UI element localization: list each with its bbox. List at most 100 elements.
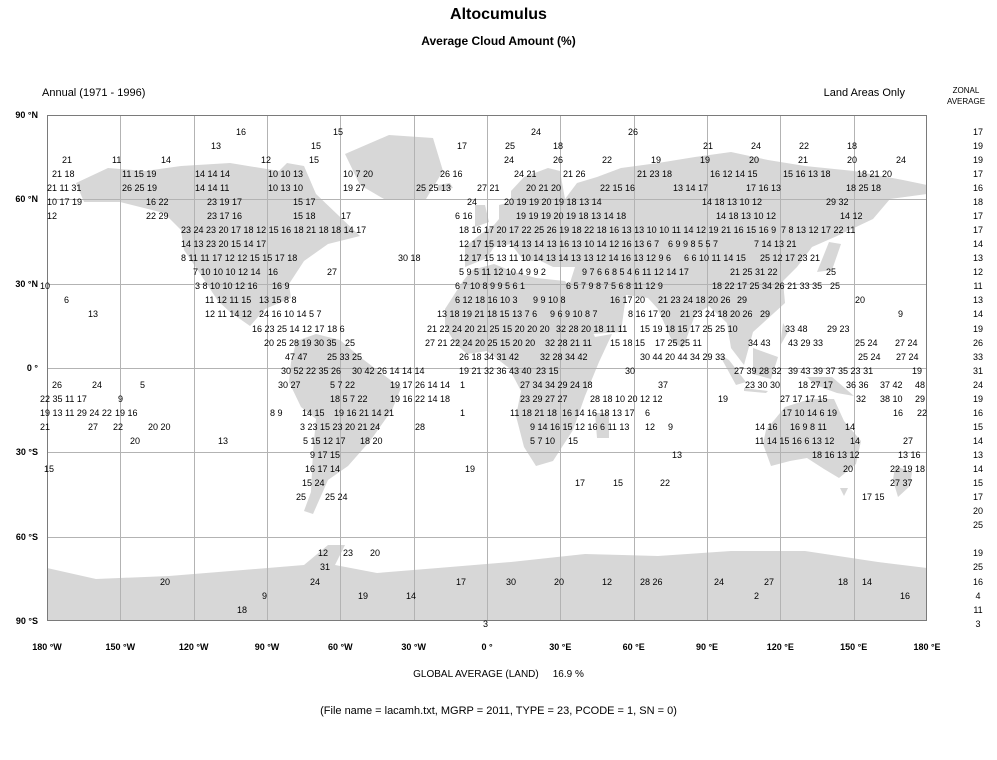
grid-values: 16 17 20 [610,295,646,305]
grid-values: 34 43 [748,338,771,348]
landmass-north-america [76,163,360,326]
grid-values: 19 16 21 14 21 [334,408,395,418]
grid-values: 43 29 33 [788,338,824,348]
grid-values: 11 15 19 [122,169,157,179]
grid-values: 23 15 [536,366,559,376]
grid-values: 15 19 18 15 17 25 25 10 [640,324,738,334]
zonal-average-header: ZONAL AVERAGE [935,85,997,107]
grid-values: 7 10 10 10 12 14 [193,267,261,277]
grid-values: 14 [862,577,873,587]
zonal-average-value: 25 [972,520,983,530]
grid-values: 18 16 17 20 17 22 25 26 19 18 22 18 16 1… [459,225,777,235]
grid-values: 19 [358,591,369,601]
grid-values: 15 [309,155,320,165]
grid-values: 14 [161,155,172,165]
grid-values: 9 [262,591,268,601]
x-tick-label: 120 °E [766,642,794,652]
zonal-average-value: 14 [972,239,983,249]
grid-values: 30 52 22 35 26 [281,366,342,376]
zonal-average-value: 19 [972,394,983,404]
grid-values: 5 7 22 [330,380,356,390]
grid-values: 20 [843,464,854,474]
grid-values: 27 24 [896,352,919,362]
zonal-average-value: 31 [972,366,983,376]
grid-values: 28 [415,422,426,432]
grid-values: 16 17 14 [305,464,341,474]
grid-values: 17 [457,141,468,151]
grid-values: 29 23 [827,324,850,334]
grid-values: 32 28 21 11 [545,338,592,348]
grid-values: 14 [850,436,861,446]
grid-values: 19 19 19 20 19 18 13 14 18 [516,211,627,221]
grid-values: 27 39 28 32 [734,366,782,376]
landmass-iceland [438,183,453,191]
grid-values: 25 [830,281,841,291]
grid-values: 14 15 [302,408,325,418]
zonal-average-value: 26 [972,338,983,348]
grid-values: 8 9 [270,408,283,418]
grid-values: 24 [92,380,103,390]
landmass-new-guinea [807,377,854,396]
zonal-average-value: 16 [972,577,983,587]
landmass-borneo [753,348,778,379]
grid-values: 21 11 31 [47,183,82,193]
grid-values: 17 [341,211,352,221]
grid-values: 19 27 [343,183,366,193]
grid-values: 22 [799,141,810,151]
grid-values: 18 [237,605,248,615]
grid-values: 17 [575,478,586,488]
grid-values: 29 [737,295,748,305]
grid-values: 9 6 9 10 8 7 [550,309,598,319]
grid-values: 20 [370,548,381,558]
grid-values: 12 [645,422,656,432]
grid-values: 19 [718,394,729,404]
grid-values: 20 20 [148,422,171,432]
grid-values: 27 [327,267,338,277]
grid-values: 24 [531,127,542,137]
grid-values: 32 28 20 18 11 11 [556,324,628,334]
grid-values: 2 [754,591,760,601]
grid-values: 30 42 26 14 14 14 [352,366,425,376]
grid-values: 18 [847,141,858,151]
zonal-average-value: 33 [972,352,983,362]
grid-values: 21 18 [52,169,75,179]
landmass-greenland [345,135,443,199]
grid-values: 13 14 17 [673,183,709,193]
grid-values: 20 19 19 20 19 18 13 14 [504,197,602,207]
landmass-madagascar [595,413,609,438]
grid-values: 21 22 24 20 21 25 15 20 20 20 [427,324,550,334]
grid-values: 26 25 19 [122,183,158,193]
grid-values: 24 16 10 14 5 7 [259,309,322,319]
grid-values: 29 32 [826,197,849,207]
grid-values: 12 [318,548,329,558]
world-map [47,115,927,621]
grid-values: 9 14 16 15 12 16 6 11 13 [530,422,630,432]
grid-values: 31 [320,562,331,572]
grid-values: 20 25 28 19 30 35 [264,338,337,348]
grid-values: 24 21 [514,169,537,179]
grid-values: 27 17 17 15 [780,394,828,404]
grid-values: 36 36 [846,380,869,390]
grid-values: 21 [798,155,809,165]
grid-values: 16 [893,408,904,418]
grid-values: 27 37 [890,478,913,488]
grid-values: 24 [751,141,762,151]
grid-values: 14 14 11 [195,183,230,193]
global-average-value: 16.9 % [552,669,584,680]
y-tick-label: 30 °S [15,447,38,458]
grid-values: 37 42 [880,380,903,390]
grid-values: 15 18 [293,211,316,221]
x-tick-label: 150 °E [840,642,868,652]
global-average-label: GLOBAL AVERAGE (LAND) [413,669,539,680]
grid-values: 32 [856,394,867,404]
x-tick-label: 30 °E [549,642,572,652]
grid-values: 16 9 [272,281,290,291]
zonal-average-value: 16 [972,183,983,193]
grid-values: 21 23 24 18 20 26 [658,295,731,305]
zonal-average-value: 17 [972,127,983,137]
x-tick-label: 90 °E [695,642,719,652]
grid-values: 25 25 13 [416,183,452,193]
grid-values: 30 [625,366,636,376]
grid-values: 19 [700,155,711,165]
grid-values: 14 [845,422,856,432]
